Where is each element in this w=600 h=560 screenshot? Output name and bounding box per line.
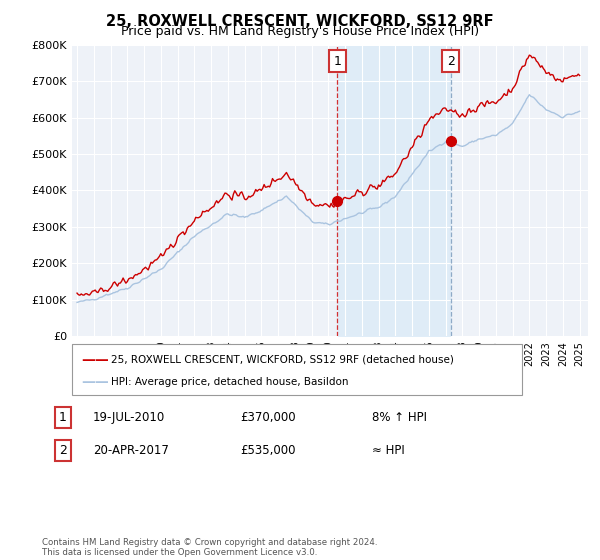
Text: 25, ROXWELL CRESCENT, WICKFORD, SS12 9RF (detached house): 25, ROXWELL CRESCENT, WICKFORD, SS12 9RF… bbox=[111, 354, 454, 365]
Text: 8% ↑ HPI: 8% ↑ HPI bbox=[372, 410, 427, 424]
Text: ——: —— bbox=[81, 353, 109, 367]
Text: £370,000: £370,000 bbox=[240, 410, 296, 424]
Text: HPI: Average price, detached house, Basildon: HPI: Average price, detached house, Basi… bbox=[111, 377, 349, 387]
Text: 2: 2 bbox=[59, 444, 67, 458]
Text: Contains HM Land Registry data © Crown copyright and database right 2024.
This d: Contains HM Land Registry data © Crown c… bbox=[42, 538, 377, 557]
Text: 25, ROXWELL CRESCENT, WICKFORD, SS12 9RF: 25, ROXWELL CRESCENT, WICKFORD, SS12 9RF bbox=[106, 14, 494, 29]
Text: £535,000: £535,000 bbox=[240, 444, 296, 458]
Text: 20-APR-2017: 20-APR-2017 bbox=[93, 444, 169, 458]
Text: 1: 1 bbox=[334, 55, 341, 68]
Text: ≈ HPI: ≈ HPI bbox=[372, 444, 405, 458]
Text: 2: 2 bbox=[446, 55, 455, 68]
Text: 1: 1 bbox=[59, 410, 67, 424]
Text: ——: —— bbox=[81, 375, 109, 389]
Text: Price paid vs. HM Land Registry's House Price Index (HPI): Price paid vs. HM Land Registry's House … bbox=[121, 25, 479, 38]
Text: 19-JUL-2010: 19-JUL-2010 bbox=[93, 410, 165, 424]
